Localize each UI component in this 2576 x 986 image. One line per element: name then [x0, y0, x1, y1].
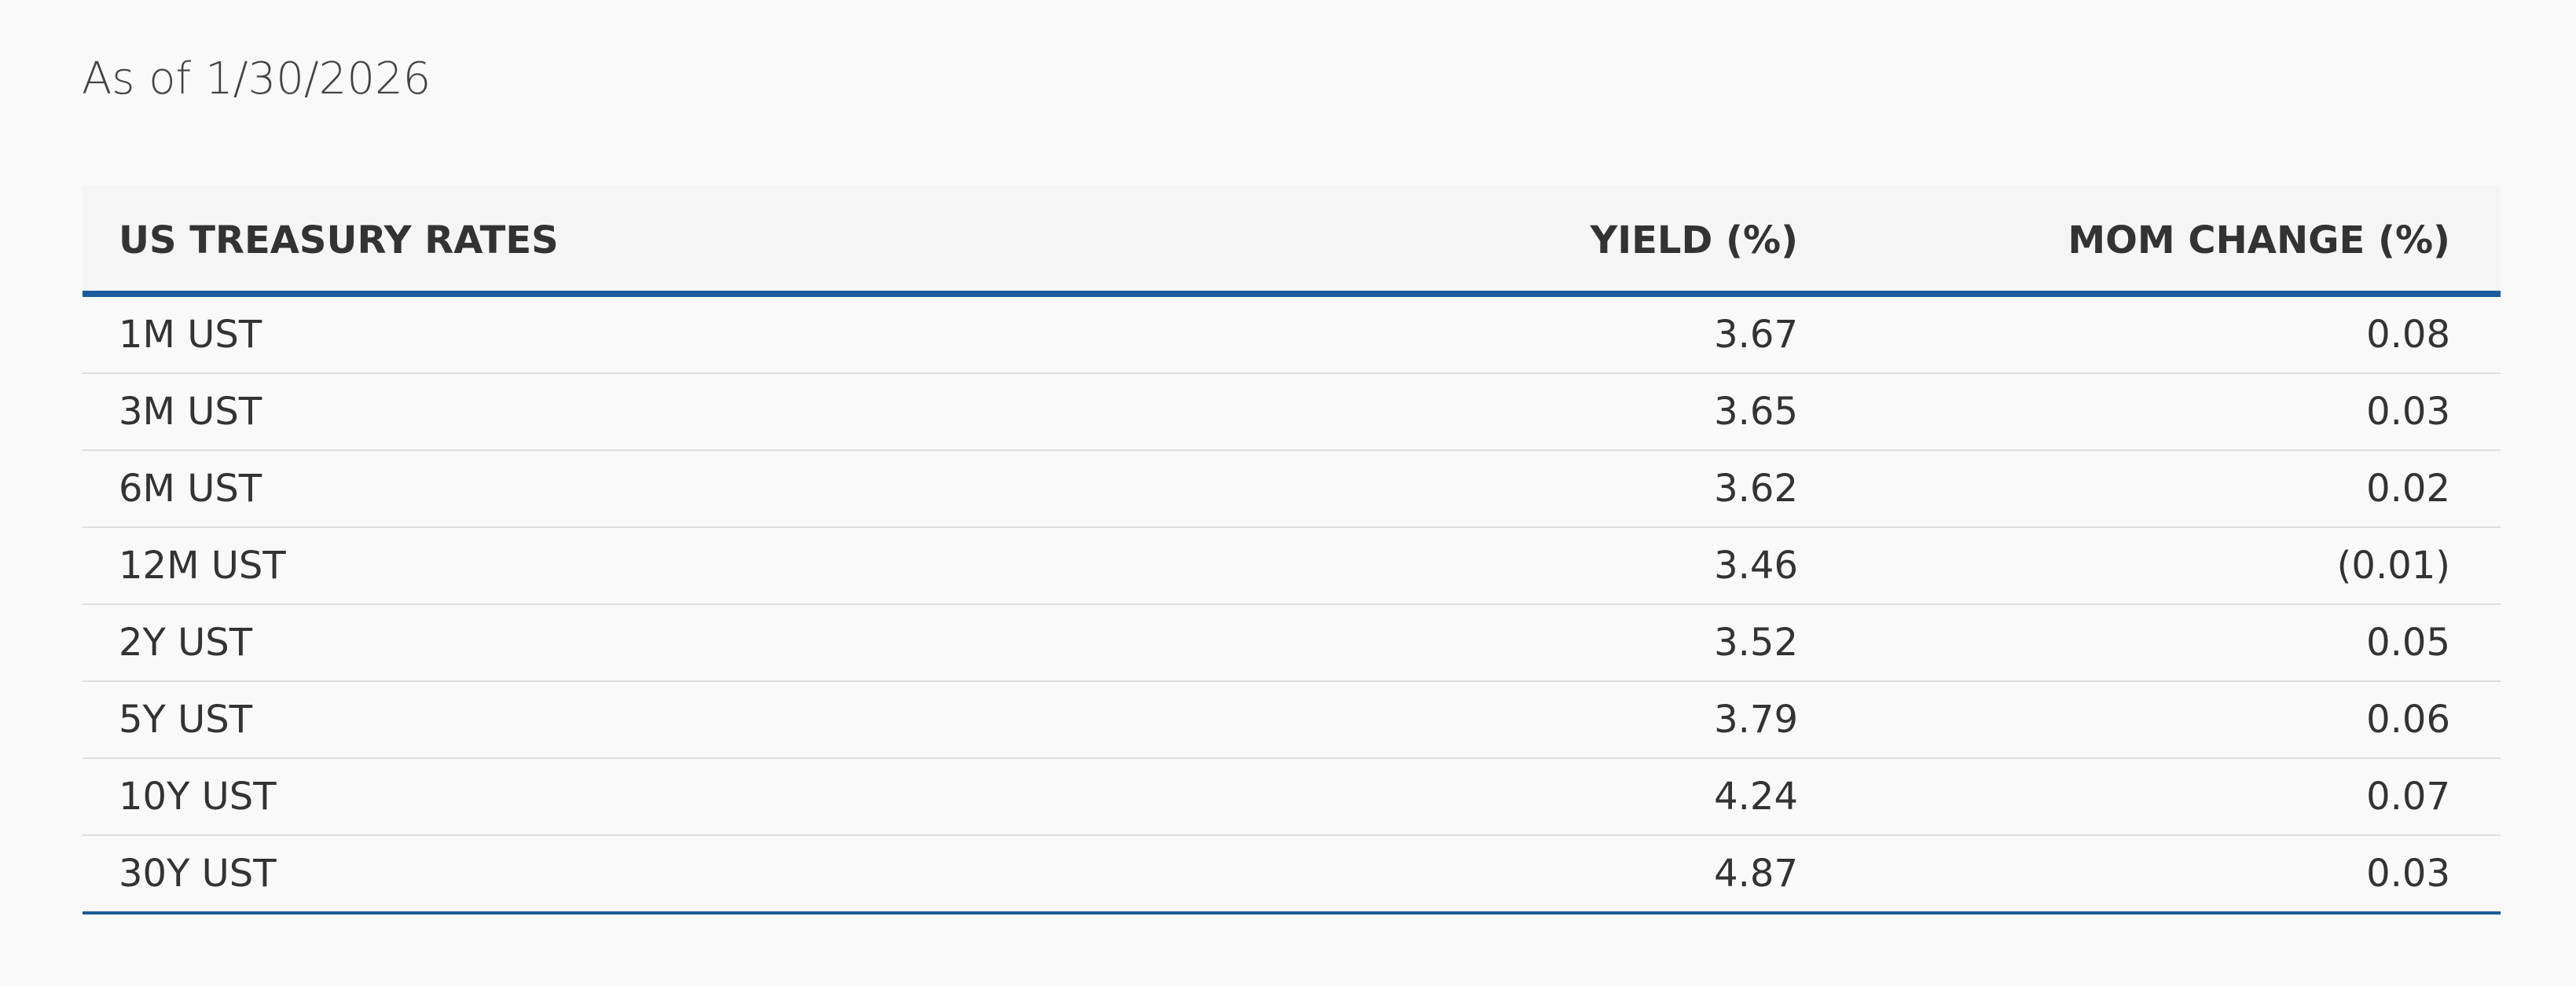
rate-value: 0.07	[2366, 775, 2450, 819]
header-row: US TREASURY RATES YIELD (%) MOM CHANGE (%)	[83, 185, 2501, 297]
rate-name: 30Y UST	[119, 852, 277, 896]
table-row: 6M UST 3.62 0.02	[83, 451, 2501, 528]
table-row: 2Y UST 3.52 0.05	[83, 605, 2501, 682]
column-header: YIELD (%)	[1590, 218, 1798, 262]
rate-value: 3.67	[1714, 313, 1798, 357]
rate-name: 3M UST	[119, 390, 262, 434]
as-of-date: As of 1/30/2026	[82, 53, 431, 104]
table-row: 1M UST 3.67 0.08	[83, 297, 2501, 374]
rate-value: 3.62	[1714, 467, 1798, 511]
table-row: 30Y UST 4.87 0.03	[83, 836, 2501, 915]
column-header: US TREASURY RATES	[119, 218, 559, 262]
table-row: 5Y UST 3.79 0.06	[83, 682, 2501, 759]
rate-value: 0.03	[2366, 852, 2450, 896]
rate-value: 3.52	[1714, 621, 1798, 665]
rate-value: 4.24	[1714, 775, 1798, 819]
rate-value: 0.02	[2366, 467, 2450, 511]
rate-name: 10Y UST	[119, 775, 277, 819]
column-header: MOM CHANGE (%)	[2068, 218, 2450, 262]
rate-value: 3.46	[1714, 544, 1798, 588]
rate-value: 0.08	[2366, 313, 2450, 357]
table-row: 12M UST 3.46 (0.01)	[83, 528, 2501, 605]
rate-value: 3.65	[1714, 390, 1798, 434]
rate-value: (0.01)	[2336, 544, 2450, 588]
table-row: 10Y UST 4.24 0.07	[83, 759, 2501, 836]
rate-name: 12M UST	[119, 544, 286, 588]
rates-table: US TREASURY RATES YIELD (%) MOM CHANGE (%)…	[83, 185, 2501, 915]
rate-name: 6M UST	[119, 467, 262, 511]
rate-name: 5Y UST	[119, 698, 253, 742]
rate-name: 2Y UST	[119, 621, 253, 665]
rate-name: 1M UST	[119, 313, 262, 357]
rate-value: 0.05	[2366, 621, 2450, 665]
rate-value: 3.79	[1714, 698, 1798, 742]
table-row: 3M UST 3.65 0.03	[83, 374, 2501, 451]
rate-value: 0.06	[2366, 698, 2450, 742]
rate-value: 0.03	[2366, 390, 2450, 434]
rate-value: 4.87	[1714, 852, 1798, 896]
